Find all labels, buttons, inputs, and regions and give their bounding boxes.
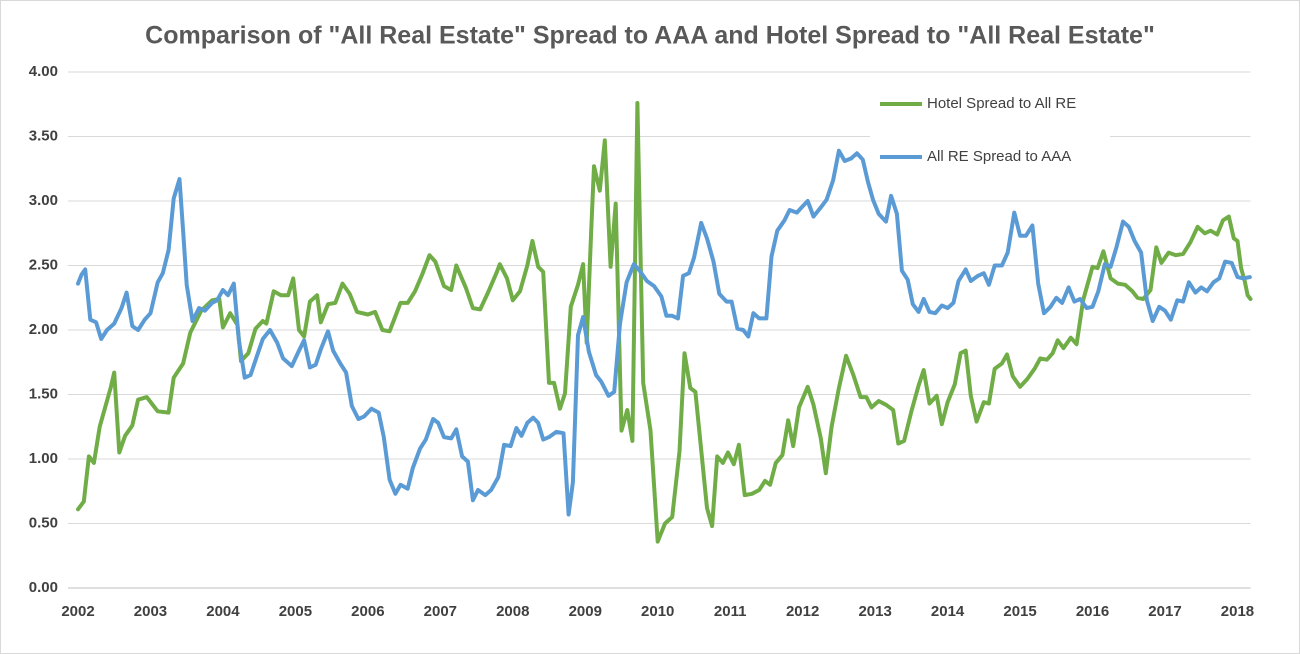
y-tick-label: 3.00 xyxy=(29,192,58,209)
x-tick-label: 2007 xyxy=(424,603,457,620)
x-tick-label: 2009 xyxy=(569,603,602,620)
legend-label: Hotel Spread to All RE xyxy=(927,95,1076,112)
legend-label: All RE Spread to AAA xyxy=(927,148,1071,165)
x-tick-label: 2018 xyxy=(1221,603,1254,620)
x-tick-label: 2015 xyxy=(1003,603,1036,620)
x-tick-label: 2006 xyxy=(351,603,384,620)
x-tick-label: 2013 xyxy=(858,603,891,620)
x-tick-label: 2011 xyxy=(714,603,747,620)
chart-title: Comparison of "All Real Estate" Spread t… xyxy=(145,22,1155,50)
series-line xyxy=(76,148,1252,517)
x-tick-label: 2012 xyxy=(786,603,819,620)
y-tick-label: 3.50 xyxy=(29,127,58,144)
series-line xyxy=(76,101,1253,544)
x-tick-label: 2002 xyxy=(61,603,94,620)
x-tick-label: 2003 xyxy=(134,603,167,620)
plot-area xyxy=(76,101,1253,544)
x-tick-label: 2008 xyxy=(496,603,529,620)
y-tick-label: 2.00 xyxy=(29,321,58,338)
y-tick-label: 0.00 xyxy=(29,579,58,596)
legend: Hotel Spread to All RE All RE Spread to A… xyxy=(870,86,1110,182)
x-tick-label: 2005 xyxy=(279,603,312,620)
x-tick-label: 2014 xyxy=(931,603,965,620)
x-tick-label: 2004 xyxy=(206,603,240,620)
x-tick-label: 2017 xyxy=(1148,603,1181,620)
y-tick-label: 0.50 xyxy=(29,514,58,531)
x-tick-label: 2016 xyxy=(1076,603,1109,620)
grid: 0.00 0.50 1.00 1.50 2.00 2.50 3.00 3.50 4.00 2002… xyxy=(29,63,1254,620)
y-tick-label: 4.00 xyxy=(29,63,58,80)
x-tick-label: 2010 xyxy=(641,603,674,620)
y-tick-label: 1.00 xyxy=(29,450,58,467)
y-tick-label: 1.50 xyxy=(29,385,58,402)
y-tick-label: 2.50 xyxy=(29,256,58,273)
